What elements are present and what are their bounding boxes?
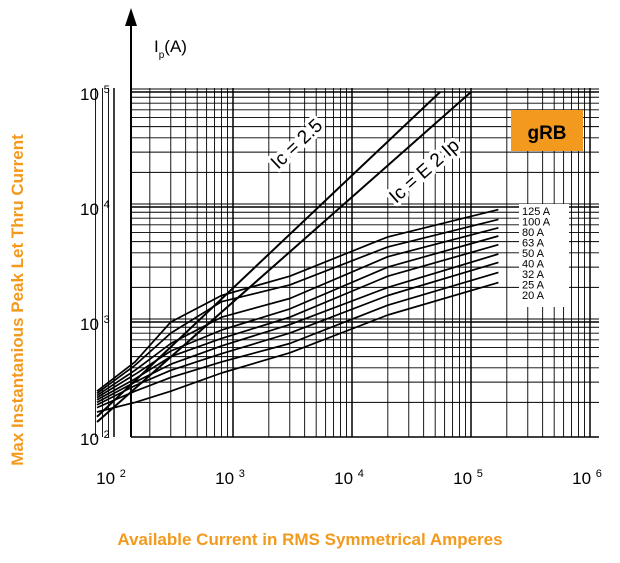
y-axis-title: Max Instantanious Peak Let Thru Current xyxy=(8,134,27,466)
series-label: 63 A xyxy=(522,238,545,250)
series-label: 50 A xyxy=(522,248,545,260)
y-axis-symbol-subscript: p xyxy=(159,50,165,61)
legend-background xyxy=(519,204,569,307)
y-axis-unit: (A) xyxy=(164,37,187,56)
badge-box xyxy=(511,110,583,151)
series-line xyxy=(96,208,499,392)
series-line xyxy=(96,271,499,409)
x-axis-title: Available Current in RMS Symmetrical Amp… xyxy=(117,530,503,549)
grid xyxy=(95,88,599,438)
series-line xyxy=(96,235,499,399)
badge: gRB xyxy=(511,110,583,151)
series-line xyxy=(96,226,499,397)
series-label: 100 A xyxy=(522,217,551,229)
series-label: 25 A xyxy=(522,280,545,292)
reference-line-label: Ic = 2.5 xyxy=(267,115,327,173)
y-axis-unit-label: Ip(A) xyxy=(154,37,187,61)
x-tick-label: 10 5 xyxy=(453,468,483,488)
y-tick-label: 10 2 xyxy=(80,429,110,449)
series-line xyxy=(96,243,499,401)
y-axis-symbol: I xyxy=(154,37,159,56)
series-label: 40 A xyxy=(522,259,545,271)
series-label: 125 A xyxy=(522,206,551,218)
reference-line xyxy=(96,91,472,423)
series-line xyxy=(96,218,499,394)
plot-lines: Ic = 2.5 Ic = E 2 Ip xyxy=(96,91,569,423)
series-label: 32 A xyxy=(522,269,545,281)
reference-line-label: Ic = E 2 Ip xyxy=(385,135,463,208)
y-tick-label: 10 5 xyxy=(80,84,110,104)
x-tick-label: 10 2 xyxy=(96,468,126,488)
x-tick-label: 10 6 xyxy=(572,468,602,488)
y-tick-label: 10 4 xyxy=(80,199,110,219)
series-line xyxy=(96,253,499,404)
x-tick-label: 10 3 xyxy=(215,468,245,488)
y-axis: Ip(A) xyxy=(125,8,187,88)
y-tick-label: 10 3 xyxy=(80,314,110,334)
series-label: 80 A xyxy=(522,227,545,239)
series-label: 20 A xyxy=(522,290,545,302)
badge-label: gRB xyxy=(527,123,566,144)
x-tick-label: 10 4 xyxy=(334,468,364,488)
y-axis-arrow-head xyxy=(125,8,137,26)
series-line xyxy=(96,281,499,413)
tick-labels: 10 2 10 3 10 4 10 5 10 6 10 2 10 3 10 4 10 5 xyxy=(80,84,602,488)
series-line xyxy=(96,261,499,406)
